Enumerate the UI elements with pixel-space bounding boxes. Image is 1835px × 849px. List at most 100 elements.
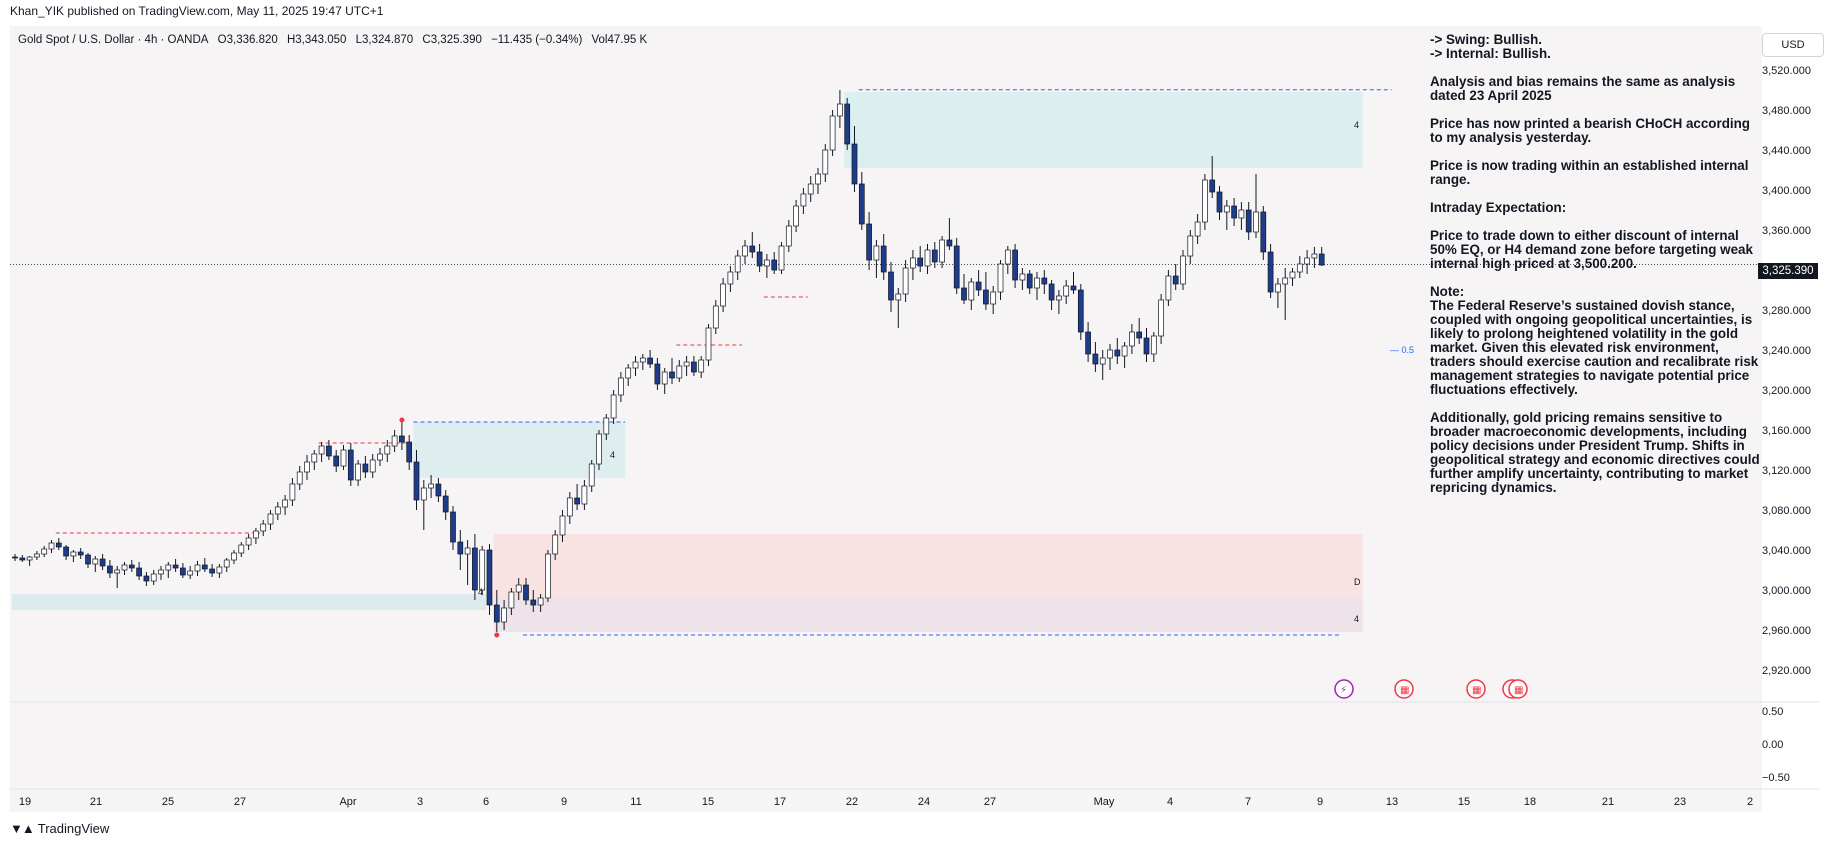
analysis-notes: -> Swing: Bullish. -> Internal: Bullish.… bbox=[1430, 33, 1760, 509]
osc-tick-label: 0.50 bbox=[1762, 706, 1783, 718]
candle-body bbox=[661, 371, 668, 385]
event-glyph: ▦ bbox=[1472, 685, 1481, 696]
candle-body bbox=[1318, 253, 1325, 266]
candle-body bbox=[698, 359, 705, 373]
candle-body bbox=[340, 449, 347, 467]
candle-body bbox=[501, 607, 507, 623]
candle-body bbox=[420, 487, 427, 501]
candle-body bbox=[114, 569, 121, 574]
x-tick-label: 6 bbox=[483, 796, 489, 808]
candle-body bbox=[654, 363, 661, 385]
x-tick-label: 23 bbox=[1674, 796, 1686, 808]
candle-body bbox=[1121, 345, 1128, 357]
x-tick-label: May bbox=[1094, 796, 1115, 808]
candle-body bbox=[253, 530, 259, 539]
candle-body bbox=[1238, 209, 1245, 219]
candle-body bbox=[1304, 257, 1310, 265]
x-tick-label: 4 bbox=[1167, 796, 1173, 808]
candle-body bbox=[362, 463, 369, 473]
candle-body bbox=[742, 245, 748, 257]
x-tick-label: 27 bbox=[234, 796, 246, 808]
zone-label-ltf: 4 bbox=[478, 587, 483, 597]
candle-body bbox=[238, 544, 245, 554]
candle-body bbox=[216, 566, 223, 574]
candle-body bbox=[588, 463, 595, 487]
volume-value: Vol47.95 K bbox=[591, 34, 648, 46]
candle-body bbox=[1172, 275, 1179, 285]
candle-body bbox=[888, 271, 894, 301]
candle-body bbox=[647, 357, 653, 365]
last-price-tag: 3,325.390 bbox=[1758, 263, 1818, 279]
candle-body bbox=[1260, 211, 1267, 253]
currency-button[interactable]: USD bbox=[1762, 33, 1824, 57]
candle-body bbox=[676, 365, 683, 379]
candle-body bbox=[1041, 277, 1048, 285]
x-tick-label: 27 bbox=[984, 796, 996, 808]
y-tick-label: 3,520.000 bbox=[1762, 65, 1811, 77]
candle-body bbox=[552, 534, 559, 555]
x-tick-label: 13 bbox=[1386, 796, 1398, 808]
candle-body bbox=[764, 259, 770, 267]
y-tick-label: 3,240.000 bbox=[1762, 345, 1811, 357]
zone-ltf-demand bbox=[12, 594, 487, 610]
osc-tick-label: 0.00 bbox=[1762, 739, 1783, 751]
candle-body bbox=[997, 263, 1004, 293]
candle-body bbox=[304, 461, 310, 473]
candle-body bbox=[618, 377, 624, 396]
high-value: H3,343.050 bbox=[286, 34, 347, 46]
candle-body bbox=[858, 183, 865, 225]
y-tick-label: 3,040.000 bbox=[1762, 545, 1811, 557]
candle-body bbox=[720, 283, 726, 307]
candle-body bbox=[815, 173, 821, 185]
published-header: Khan_YIK published on TradingView.com, M… bbox=[10, 4, 384, 18]
note-intraday-body: Price to trade down to either discount o… bbox=[1430, 228, 1753, 271]
candle-body bbox=[1180, 255, 1186, 285]
candle-body bbox=[1004, 249, 1011, 265]
candle-body bbox=[355, 463, 361, 481]
note-macro: Additionally, gold pricing remains sensi… bbox=[1430, 410, 1760, 495]
x-tick-label: 2 bbox=[1747, 796, 1753, 808]
candle-body bbox=[143, 575, 150, 582]
candle-body bbox=[245, 537, 252, 546]
candle-body bbox=[1092, 353, 1099, 365]
candle-body bbox=[1275, 283, 1281, 293]
y-tick-label: 3,360.000 bbox=[1762, 225, 1811, 237]
candle-body bbox=[223, 559, 230, 568]
candle-body bbox=[1282, 277, 1289, 285]
x-tick-label: 18 bbox=[1524, 796, 1536, 808]
candle-body bbox=[150, 573, 157, 582]
candle-body bbox=[917, 257, 924, 267]
zone-label-4h: 4 bbox=[1354, 614, 1359, 624]
x-tick-label: Apr bbox=[339, 796, 356, 808]
zone-supply bbox=[844, 92, 1363, 168]
candle-body bbox=[581, 485, 588, 505]
y-tick-label: 3,480.000 bbox=[1762, 105, 1811, 117]
candle-body bbox=[1070, 285, 1077, 291]
candle-body bbox=[545, 553, 551, 599]
candle-body bbox=[683, 361, 690, 367]
candle-body bbox=[457, 541, 464, 555]
candle-body bbox=[829, 115, 836, 151]
y-tick-label: 3,280.000 bbox=[1762, 305, 1811, 317]
x-tick-label: 9 bbox=[1317, 796, 1323, 808]
symbol-label[interactable]: Gold Spot / U.S. Dollar · 4h · OANDA bbox=[18, 34, 209, 46]
note-fed: Note: The Federal Reserve’s sustained do… bbox=[1430, 284, 1759, 397]
candle-body bbox=[610, 394, 617, 419]
footer-brand[interactable]: ▼▲ TradingView bbox=[10, 821, 109, 836]
candle-body bbox=[1012, 249, 1018, 281]
candle-body bbox=[486, 549, 493, 606]
x-tick-label: 9 bbox=[561, 796, 567, 808]
candle-body bbox=[851, 143, 858, 185]
x-tick-label: 15 bbox=[1458, 796, 1470, 808]
candle-body bbox=[1048, 283, 1055, 301]
x-tick-label: 11 bbox=[630, 796, 641, 808]
candle-body bbox=[1114, 349, 1121, 357]
candle-body bbox=[559, 515, 566, 536]
candle-body bbox=[508, 591, 515, 609]
y-tick-label: 2,920.000 bbox=[1762, 665, 1811, 677]
note-choch: Price has now printed a bearish CHoCH ac… bbox=[1430, 116, 1750, 145]
candle-body bbox=[1063, 285, 1070, 297]
candle-body bbox=[785, 225, 792, 247]
y-tick-label: 3,160.000 bbox=[1762, 425, 1811, 437]
